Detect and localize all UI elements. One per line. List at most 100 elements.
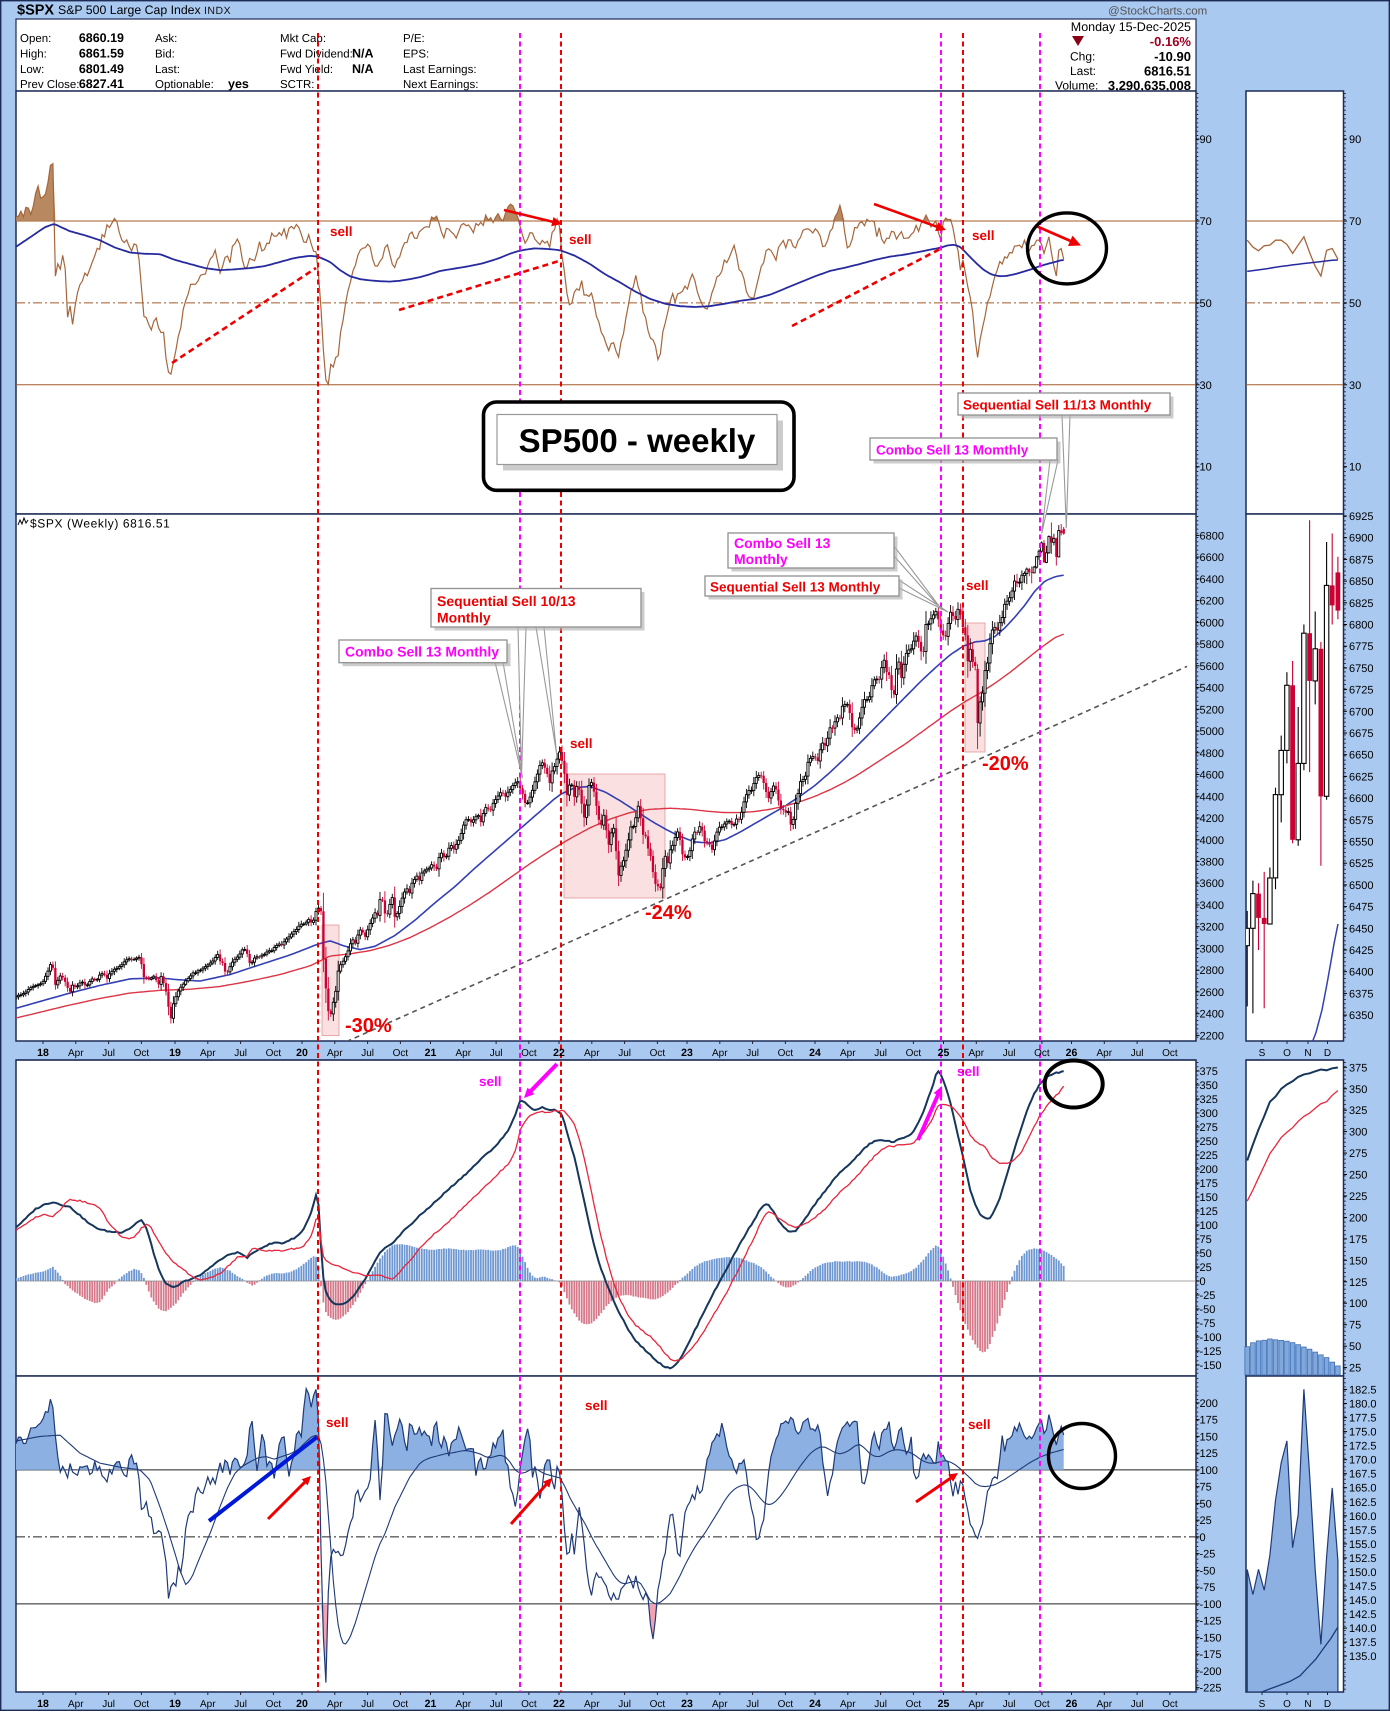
svg-text:125: 125 — [1200, 1206, 1218, 1218]
svg-text:Monthly: Monthly — [734, 551, 788, 567]
svg-text:sell: sell — [972, 228, 995, 243]
svg-text:160.0: 160.0 — [1349, 1511, 1377, 1523]
svg-text:18: 18 — [37, 1698, 49, 1710]
svg-text:Sequential Sell 13 Monthly: Sequential Sell 13 Monthly — [710, 580, 881, 595]
svg-text:22: 22 — [553, 1047, 565, 1059]
svg-text:6400: 6400 — [1349, 967, 1373, 979]
svg-text:3000: 3000 — [1200, 944, 1224, 956]
svg-text:-200: -200 — [1200, 1666, 1222, 1678]
svg-text:yes: yes — [228, 77, 249, 91]
svg-text:24: 24 — [809, 1698, 821, 1710]
svg-text:O: O — [1283, 1048, 1291, 1059]
svg-text:Last:: Last: — [1070, 64, 1096, 78]
svg-text:Chg:: Chg: — [1070, 50, 1095, 64]
svg-text:Apr: Apr — [327, 1048, 343, 1059]
svg-text:Volume:: Volume: — [1055, 79, 1098, 93]
svg-text:75: 75 — [1200, 1234, 1212, 1246]
svg-text:Oct: Oct — [778, 1699, 794, 1710]
svg-text:200: 200 — [1200, 1164, 1218, 1176]
svg-text:6850: 6850 — [1349, 576, 1373, 588]
svg-text:Apr: Apr — [68, 1699, 84, 1710]
svg-text:175: 175 — [1349, 1234, 1367, 1246]
svg-text:5000: 5000 — [1200, 726, 1224, 738]
svg-text:6600: 6600 — [1200, 552, 1224, 564]
svg-text:18: 18 — [37, 1047, 49, 1059]
svg-text:Low:: Low: — [20, 64, 44, 76]
svg-text:Apr: Apr — [200, 1699, 216, 1710]
svg-text:6827.41: 6827.41 — [79, 77, 124, 91]
svg-text:22: 22 — [553, 1698, 565, 1710]
svg-text:150: 150 — [1349, 1255, 1367, 1267]
svg-text:0: 0 — [1200, 1532, 1206, 1544]
svg-text:Apr: Apr — [456, 1699, 472, 1710]
svg-text:sell: sell — [957, 1064, 980, 1079]
svg-text:-125: -125 — [1200, 1346, 1222, 1358]
svg-text:25: 25 — [1200, 1515, 1212, 1527]
svg-text:Oct: Oct — [1162, 1048, 1178, 1059]
svg-text:6200: 6200 — [1200, 596, 1224, 608]
svg-text:-150: -150 — [1200, 1632, 1222, 1644]
svg-text:Jul: Jul — [361, 1699, 374, 1710]
svg-text:Apr: Apr — [68, 1048, 84, 1059]
svg-text:200: 200 — [1349, 1213, 1367, 1225]
svg-text:-10.90: -10.90 — [1154, 49, 1191, 64]
svg-text:Mkt Cap:: Mkt Cap: — [280, 33, 326, 45]
svg-text:5200: 5200 — [1200, 704, 1224, 716]
svg-text:Monthly: Monthly — [437, 610, 491, 626]
svg-text:-75: -75 — [1200, 1582, 1216, 1594]
svg-text:2200: 2200 — [1200, 1030, 1224, 1042]
svg-text:sell: sell — [569, 232, 592, 247]
svg-text:Fwd Yield:: Fwd Yield: — [280, 64, 333, 76]
svg-text:30: 30 — [1349, 380, 1361, 392]
svg-text:Jul: Jul — [1003, 1699, 1016, 1710]
svg-text:-225: -225 — [1200, 1683, 1222, 1695]
svg-text:4400: 4400 — [1200, 791, 1224, 803]
svg-text:4800: 4800 — [1200, 748, 1224, 760]
svg-text:6000: 6000 — [1200, 617, 1224, 629]
svg-text:Apr: Apr — [584, 1699, 600, 1710]
svg-text:EPS:: EPS: — [403, 49, 429, 61]
svg-text:26: 26 — [1066, 1047, 1078, 1059]
svg-text:140.0: 140.0 — [1349, 1623, 1377, 1635]
svg-text:6900: 6900 — [1349, 533, 1373, 545]
svg-text:Fwd Dividend:: Fwd Dividend: — [280, 49, 353, 61]
svg-text:Apr: Apr — [1097, 1048, 1113, 1059]
svg-text:sell: sell — [966, 578, 989, 593]
svg-text:SCTR:: SCTR: — [280, 79, 315, 91]
svg-text:6400: 6400 — [1200, 574, 1224, 586]
svg-text:D: D — [1324, 1699, 1331, 1710]
svg-text:Apr: Apr — [327, 1699, 343, 1710]
svg-text:50: 50 — [1200, 1248, 1212, 1260]
svg-text:350: 350 — [1200, 1080, 1218, 1092]
svg-text:23: 23 — [681, 1698, 693, 1710]
svg-text:S: S — [1259, 1699, 1266, 1710]
svg-text:182.5: 182.5 — [1349, 1385, 1377, 1397]
svg-text:3200: 3200 — [1200, 922, 1224, 934]
svg-text:Apr: Apr — [200, 1048, 216, 1059]
svg-text:4000: 4000 — [1200, 835, 1224, 847]
svg-text:Apr: Apr — [584, 1048, 600, 1059]
svg-text:162.5: 162.5 — [1349, 1497, 1377, 1509]
svg-text:50: 50 — [1200, 298, 1212, 310]
svg-text:180.0: 180.0 — [1349, 1399, 1377, 1411]
svg-text:6375: 6375 — [1349, 988, 1373, 1000]
svg-text:5600: 5600 — [1200, 661, 1224, 673]
svg-text:O: O — [1283, 1699, 1291, 1710]
svg-text:Jul: Jul — [490, 1048, 503, 1059]
svg-text:325: 325 — [1200, 1094, 1218, 1106]
svg-text:6825: 6825 — [1349, 598, 1373, 610]
svg-text:Oct: Oct — [266, 1048, 282, 1059]
svg-text:Oct: Oct — [393, 1699, 409, 1710]
svg-text:Jul: Jul — [874, 1699, 887, 1710]
svg-text:-175: -175 — [1200, 1649, 1222, 1661]
svg-text:sell: sell — [968, 1417, 991, 1432]
svg-text:SP500 - weekly: SP500 - weekly — [519, 422, 756, 459]
svg-text:170.0: 170.0 — [1349, 1455, 1377, 1467]
svg-text:Oct: Oct — [134, 1699, 150, 1710]
svg-text:Jul: Jul — [618, 1048, 631, 1059]
svg-text:@StockCharts.com: @StockCharts.com — [1108, 6, 1207, 18]
svg-text:sell: sell — [326, 1415, 349, 1430]
svg-text:145.0: 145.0 — [1349, 1595, 1377, 1607]
svg-text:-125: -125 — [1200, 1616, 1222, 1628]
svg-text:147.5: 147.5 — [1349, 1581, 1377, 1593]
